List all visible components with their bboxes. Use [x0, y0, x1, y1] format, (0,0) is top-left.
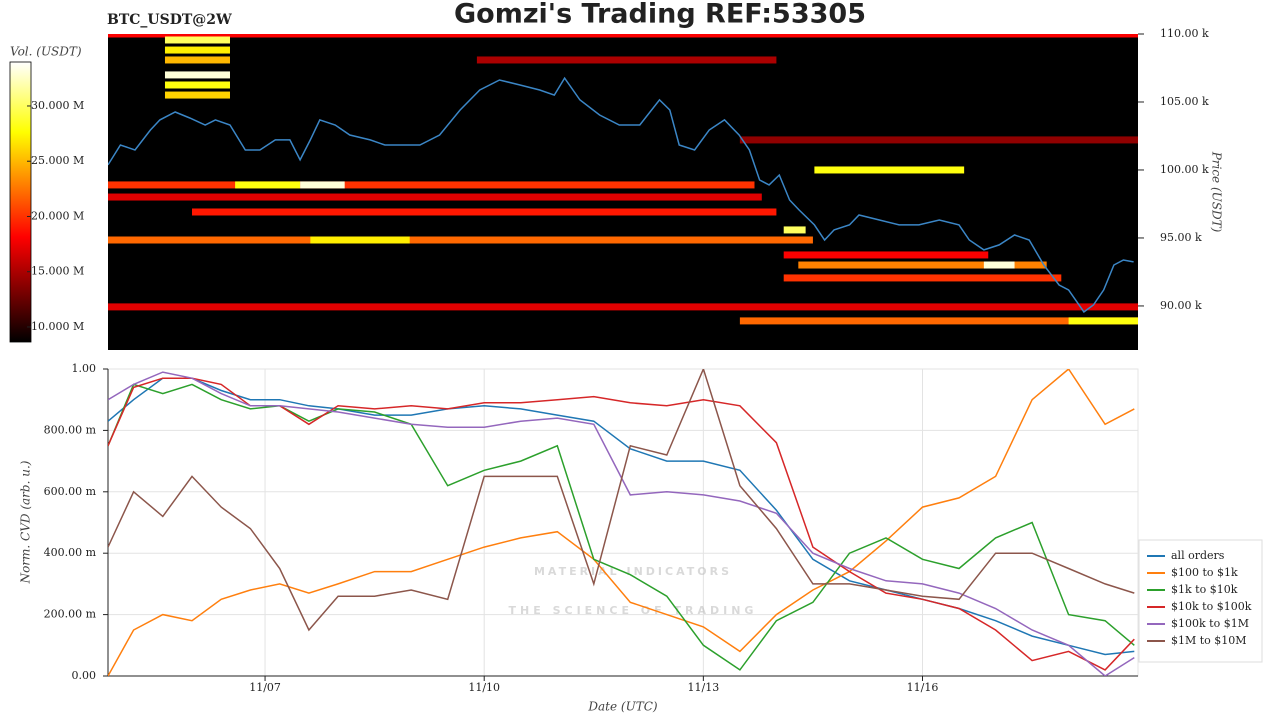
y-tick-label: 400.00 m: [44, 546, 97, 559]
x-axis-label: Date (UTC): [587, 700, 657, 714]
legend-label: $1k to $10k: [1171, 583, 1238, 596]
heatmap: [108, 34, 1138, 325]
heatmap-cell: [164, 56, 230, 64]
colorbar-tick-label: 25.000 M: [31, 154, 84, 167]
heatmap-cell: [108, 34, 1138, 38]
legend-label: all orders: [1171, 549, 1225, 562]
heatmap-cell: [108, 303, 1138, 311]
x-tick-label: 11/10: [468, 681, 500, 694]
heatmap-cell: [108, 193, 762, 201]
chart-title: Gomzi's Trading REF:53305: [454, 0, 866, 30]
plot-area: [108, 34, 1138, 350]
heatmap-cell: [1068, 317, 1138, 325]
heatmap-cell: [783, 226, 806, 234]
y-tick-label: 0.00: [72, 669, 97, 682]
heatmap-cell: [300, 181, 345, 189]
legend-label: $1M to $10M: [1171, 634, 1247, 647]
legend-label: $100 to $1k: [1171, 566, 1238, 579]
chart-subtitle: BTC_USDT@2W: [107, 12, 232, 28]
heatmap-cell: [310, 236, 410, 244]
y-tick-label: 90.00 k: [1160, 299, 1202, 312]
heatmap-cell: [476, 56, 777, 64]
colorbar-tick-label: 20.000 M: [31, 209, 84, 222]
colorbar: [9, 61, 32, 343]
line: [108, 383, 1135, 671]
y-tick-label: 200.00 m: [44, 608, 97, 621]
y-tick-label: 110.00 k: [1160, 27, 1209, 40]
heatmap-cell: [108, 181, 755, 189]
legend-label: $10k to $100k: [1171, 600, 1252, 613]
line: [108, 371, 1135, 676]
watermark: THE SCIENCE OF TRADING: [509, 604, 758, 617]
heatmap-cell: [739, 317, 1138, 325]
x-tick-label: 11/07: [249, 681, 281, 694]
watermark: MATERIAL INDICATORS: [534, 565, 732, 578]
heatmap-cell: [164, 81, 230, 89]
colorbar-label: Vol. (USDT): [10, 45, 82, 59]
colorbar-tick-label: 15.000 M: [31, 265, 84, 278]
heatmap-cell: [783, 274, 1062, 282]
y-tick-label: 1.00: [72, 362, 97, 375]
heatmap-cell: [235, 181, 301, 189]
heatmap-cell: [783, 251, 989, 259]
y-tick-label: 100.00 k: [1160, 163, 1209, 176]
heatmap-cell: [983, 261, 1015, 269]
y-tick-label: 600.00 m: [44, 485, 97, 498]
heatmap-cell: [164, 71, 230, 79]
x-tick-label: 11/13: [688, 681, 720, 694]
lines: [108, 369, 1135, 676]
y-axis-label: Price (USDT): [1210, 151, 1224, 233]
y-axis-label: Norm. CVD (arb. u.): [19, 460, 33, 584]
y-tick-label: 105.00 k: [1160, 95, 1209, 108]
line: [108, 76, 1134, 313]
legend-label: $100k to $1M: [1171, 617, 1249, 630]
heatmap-cell: [108, 236, 813, 244]
plot-area: [107, 368, 1139, 677]
x-tick-label: 11/16: [907, 681, 939, 694]
heatmap-cell: [798, 261, 1047, 269]
colorbar-tick-label: 10.000 M: [31, 320, 84, 333]
y-tick-label: 800.00 m: [44, 423, 97, 436]
colorbar-tick-label: 30.000 M: [31, 99, 84, 112]
heatmap-cell: [739, 136, 1138, 144]
y-tick-label: 95.00 k: [1160, 231, 1202, 244]
heatmap-cell: [164, 46, 230, 54]
heatmap-cell: [814, 166, 965, 174]
line: [108, 369, 1135, 632]
heatmap-cell: [164, 91, 230, 99]
heatmap-cell: [192, 208, 777, 216]
heatmap-cell: [164, 36, 230, 44]
